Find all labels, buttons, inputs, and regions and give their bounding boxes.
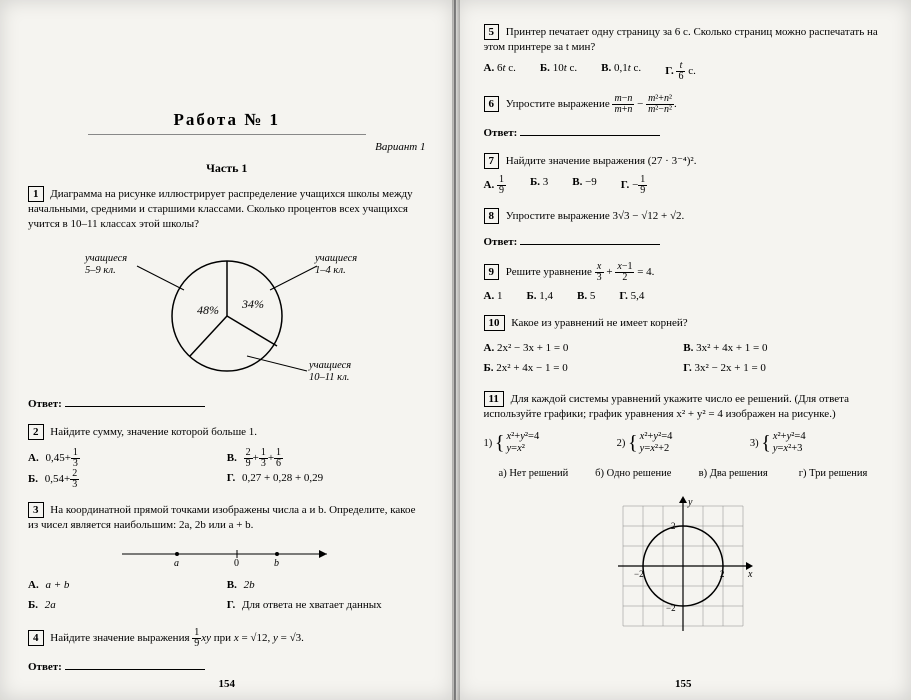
question-6: 6 Упростите выражение m−nm+n − m²+n²m²−n… [484, 94, 884, 141]
svg-text:0: 0 [234, 558, 239, 568]
q5-optG: Г. t6 с. [665, 61, 696, 82]
q2-optG: Г. 0,27 + 0,28 + 0,29 [227, 469, 426, 490]
q10-optV: В. 3x² + 4x + 1 = 0 [683, 339, 883, 359]
q11-ans-b: б) Одно решение [583, 467, 683, 481]
q9-optB: Б. 1,4 [526, 289, 553, 304]
q11-ans-v: в) Два решения [683, 467, 783, 481]
svg-text:5–9 кл.: 5–9 кл. [85, 265, 116, 276]
qnum-3: 3 [28, 502, 44, 518]
svg-text:a: a [174, 558, 179, 568]
svg-text:2: 2 [671, 521, 676, 531]
right-page: 5 Принтер печатает одну страницу за 6 с.… [456, 0, 911, 700]
q5-optB: Б. 10t с. [540, 61, 577, 82]
qnum-1: 1 [28, 186, 44, 202]
q11-sys2: 2) {x²+y²=4y=x²+2 [617, 430, 750, 457]
left-page: Работа № 1 Вариант 1 Часть 1 1 Диаграмма… [0, 0, 456, 700]
svg-text:−2: −2 [666, 603, 676, 613]
svg-text:1–4 кл.: 1–4 кл. [315, 265, 346, 276]
qnum-2: 2 [28, 424, 44, 440]
pie-pct-left: 48% [197, 303, 219, 317]
q11-ans-a: а) Нет решений [484, 467, 584, 481]
svg-text:x: x [747, 569, 753, 580]
q7-text: Найдите значение выражения (27 · 3⁻⁴)². [506, 155, 697, 167]
qnum-6: 6 [484, 96, 500, 112]
coordinate-grid: y x −2 2 2 −2 [608, 491, 758, 641]
q7-optA: А. 19 [484, 175, 506, 196]
q2-optV: В. 29+13+16 [227, 448, 426, 469]
pie-pct-right: 34% [241, 297, 264, 311]
svg-text:10–11 кл.: 10–11 кл. [309, 372, 349, 383]
svg-text:учащиеся: учащиеся [314, 253, 357, 264]
q11-text: Для каждой системы уравнений укажите чис… [484, 393, 849, 420]
q5-text: Принтер печатает одну страницу за 6 с. С… [484, 26, 878, 53]
q5-optA: А. 6t с. [484, 61, 516, 82]
page-num-right: 155 [456, 678, 911, 690]
pie-chart: 48% 34% учащиеся 5–9 кл. учащиеся 1–4 кл… [77, 246, 377, 386]
book-spine [452, 0, 460, 700]
question-10: 10 Какое из уравнений не имеет корней? А… [484, 315, 884, 379]
qnum-10: 10 [484, 315, 505, 331]
qnum-8: 8 [484, 208, 500, 224]
variant-label: Вариант 1 [28, 141, 426, 153]
question-2: 2 Найдите сумму, значение которой больше… [28, 424, 426, 490]
q7-optB: Б. 3 [530, 175, 548, 196]
q3-text: На координатной прямой точками изображен… [28, 504, 416, 531]
q6-text: Упростите выражение m−nm+n − m²+n²m²−n². [506, 98, 677, 110]
q4-answer: Ответ: [28, 659, 426, 675]
svg-text:−2: −2 [634, 569, 644, 579]
q3-optV: В. 2b [227, 576, 426, 596]
q2-optA: А. 0,45+13 [28, 448, 227, 469]
question-7: 7 Найдите значение выражения (27 · 3⁻⁴)²… [484, 153, 884, 196]
q7-optG: Г. −19 [621, 175, 647, 196]
qnum-7: 7 [484, 153, 500, 169]
work-title: Работа № 1 [28, 110, 426, 130]
q10-text: Какое из уравнений не имеет корней? [511, 317, 687, 329]
question-3: 3 На координатной прямой точками изображ… [28, 502, 426, 616]
q9-optA: А. 1 [484, 289, 503, 304]
q3-optG: Г. Для ответа не хватает данных [227, 596, 426, 616]
q3-optA: А. a + b [28, 576, 227, 596]
qnum-9: 9 [484, 264, 500, 280]
q7-optV: В. −9 [572, 175, 597, 196]
q9-text: Решите уравнение x3 + x−12 = 4. [506, 266, 655, 278]
svg-text:учащиеся: учащиеся [308, 360, 351, 371]
qnum-5: 5 [484, 24, 500, 40]
question-5: 5 Принтер печатает одну страницу за 6 с.… [484, 24, 884, 82]
q11-ans-g: г) Три решения [783, 467, 883, 481]
q1-text: Диаграмма на рисунке иллюстрирует распре… [28, 188, 413, 230]
question-11: 11 Для каждой системы уравнений укажите … [484, 391, 884, 641]
q2-optB: Б. 0,54+23 [28, 469, 227, 490]
question-4: 4 Найдите значение выражения 19xy при x … [28, 628, 426, 675]
svg-text:b: b [274, 558, 279, 568]
number-line: a 0 b [117, 540, 337, 568]
q2-text: Найдите сумму, значение которой больше 1… [50, 426, 257, 438]
q6-answer: Ответ: [484, 125, 884, 141]
question-1: 1 Диаграмма на рисунке иллюстрирует расп… [28, 186, 426, 412]
q5-optV: В. 0,1t с. [601, 61, 641, 82]
q4-text: Найдите значение выражения 19xy при x = … [50, 632, 304, 644]
svg-text:2: 2 [720, 569, 725, 579]
q1-answer: Ответ: [28, 396, 426, 412]
q11-sys3: 3) {x²+y²=4y=x²+3 [750, 430, 883, 457]
svg-text:учащиеся: учащиеся [84, 253, 127, 264]
q10-optB: Б. 2x² + 4x − 1 = 0 [484, 359, 684, 379]
q9-optG: Г. 5,4 [619, 289, 644, 304]
qnum-4: 4 [28, 630, 44, 646]
page-num-left: 154 [0, 678, 454, 690]
q10-optG: Г. 3x² − 2x + 1 = 0 [683, 359, 883, 379]
question-8: 8 Упростите выражение 3√3 − √12 + √2. От… [484, 208, 884, 250]
svg-text:y: y [687, 497, 693, 508]
question-9: 9 Решите уравнение x3 + x−12 = 4. А. 1 Б… [484, 262, 884, 304]
q8-text: Упростите выражение 3√3 − √12 + √2. [506, 210, 684, 222]
q3-optB: Б. 2a [28, 596, 227, 616]
qnum-11: 11 [484, 391, 504, 407]
q8-answer: Ответ: [484, 234, 884, 250]
q9-optV: В. 5 [577, 289, 595, 304]
q10-optA: А. 2x² − 3x + 1 = 0 [484, 339, 684, 359]
part1-title: Часть 1 [28, 161, 426, 176]
q11-sys1: 1) {x²+y²=4y=x² [484, 430, 617, 457]
